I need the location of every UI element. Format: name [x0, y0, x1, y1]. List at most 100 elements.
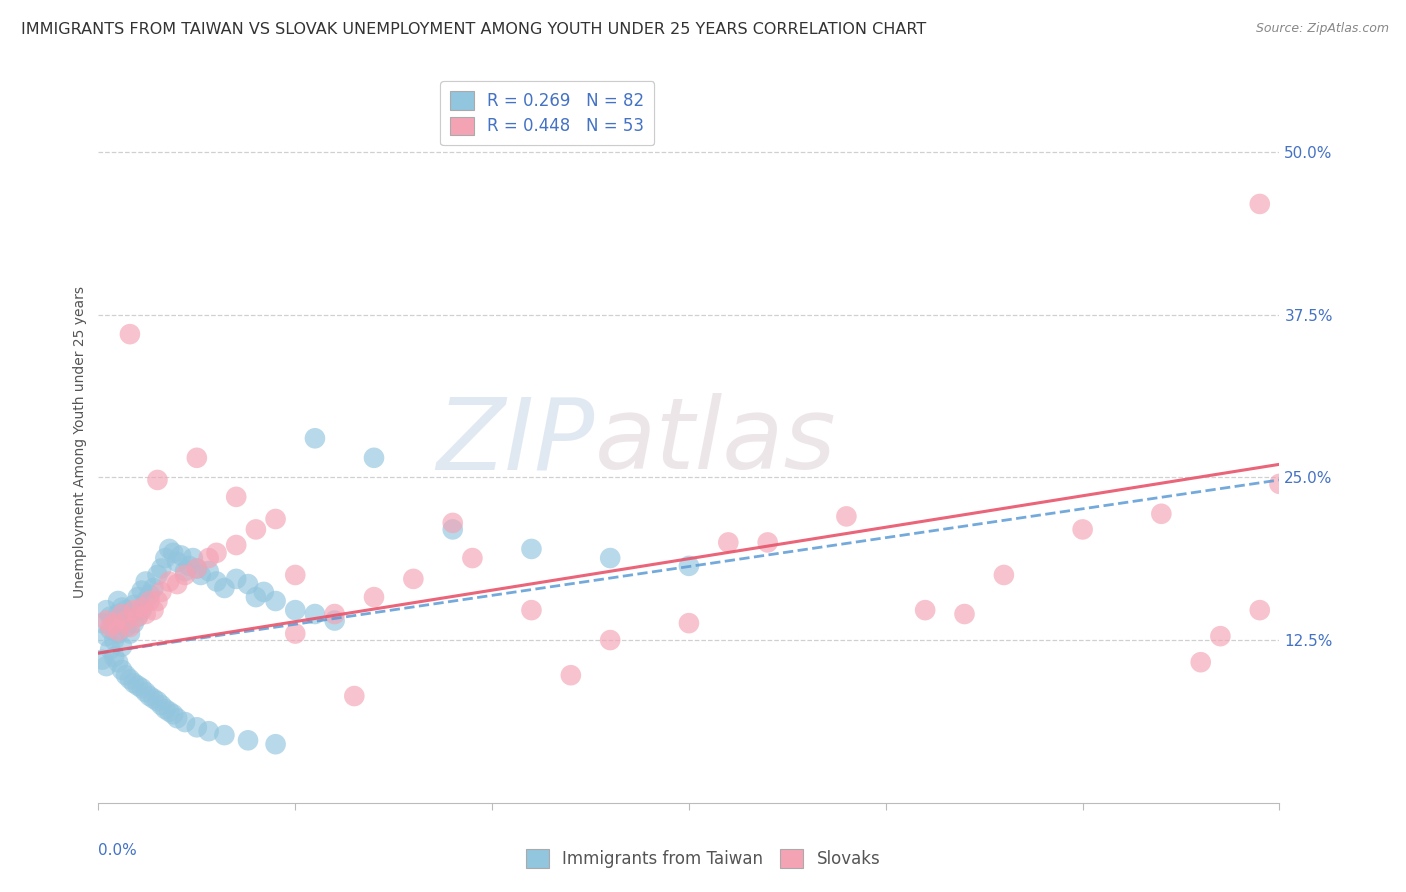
Point: [520, 541, 543, 556]
Point: [142, 581, 165, 595]
Text: IMMIGRANTS FROM TAIWAN VS SLOVAK UNEMPLOYMENT AMONG YOUTH UNDER 25 YEARS CORRELA: IMMIGRANTS FROM TAIWAN VS SLOVAK UNEMPLO…: [21, 22, 927, 37]
Point: [1189, 655, 1212, 669]
Point: [103, 633, 125, 648]
Point: [181, 551, 204, 566]
Point: [135, 607, 157, 621]
Point: [461, 551, 484, 566]
Point: [678, 616, 700, 631]
Point: [197, 724, 219, 739]
Point: [96, 629, 118, 643]
Point: [993, 568, 1015, 582]
Point: [205, 546, 228, 560]
Point: [122, 616, 145, 631]
Point: [135, 594, 157, 608]
Point: [236, 733, 259, 747]
Point: [225, 538, 247, 552]
Point: [343, 689, 366, 703]
Point: [118, 672, 141, 686]
Point: [190, 568, 212, 582]
Point: [111, 600, 134, 615]
Point: [118, 626, 141, 640]
Point: [284, 603, 307, 617]
Point: [131, 603, 153, 617]
Point: [127, 609, 149, 624]
Point: [363, 590, 385, 604]
Point: [127, 609, 149, 624]
Point: [91, 652, 114, 666]
Point: [225, 572, 247, 586]
Point: [142, 603, 165, 617]
Point: [98, 609, 121, 624]
Point: [205, 574, 228, 589]
Point: [111, 663, 134, 677]
Point: [142, 691, 165, 706]
Point: [214, 728, 236, 742]
Point: [599, 551, 621, 566]
Legend: Immigrants from Taiwan, Slovaks: Immigrants from Taiwan, Slovaks: [519, 843, 887, 875]
Point: [131, 583, 153, 598]
Point: [304, 607, 326, 621]
Point: [157, 541, 180, 556]
Point: [131, 600, 153, 615]
Point: [146, 594, 169, 608]
Point: [323, 614, 346, 628]
Point: [835, 509, 858, 524]
Point: [166, 577, 188, 591]
Text: ZIP: ZIP: [436, 393, 595, 490]
Text: Source: ZipAtlas.com: Source: ZipAtlas.com: [1256, 22, 1389, 36]
Point: [111, 640, 134, 654]
Point: [107, 607, 129, 621]
Point: [186, 561, 208, 575]
Point: [186, 720, 208, 734]
Point: [96, 659, 118, 673]
Point: [98, 642, 121, 657]
Point: [103, 616, 125, 631]
Point: [245, 590, 267, 604]
Point: [264, 512, 287, 526]
Point: [441, 523, 464, 537]
Point: [107, 624, 129, 638]
Point: [150, 698, 173, 713]
Point: [122, 603, 145, 617]
Point: [1071, 523, 1094, 537]
Point: [245, 523, 267, 537]
Point: [103, 650, 125, 665]
Point: [135, 574, 157, 589]
Point: [135, 685, 157, 699]
Point: [91, 616, 114, 631]
Point: [96, 614, 118, 628]
Point: [520, 603, 543, 617]
Point: [197, 564, 219, 578]
Point: [111, 607, 134, 621]
Point: [174, 564, 197, 578]
Point: [1150, 507, 1173, 521]
Point: [599, 633, 621, 648]
Point: [363, 450, 385, 465]
Point: [264, 594, 287, 608]
Point: [115, 620, 138, 634]
Point: [118, 607, 141, 621]
Point: [111, 614, 134, 628]
Y-axis label: Unemployment Among Youth under 25 years: Unemployment Among Youth under 25 years: [73, 285, 87, 598]
Point: [166, 711, 188, 725]
Point: [122, 676, 145, 690]
Point: [107, 594, 129, 608]
Point: [162, 707, 184, 722]
Point: [107, 626, 129, 640]
Point: [284, 568, 307, 582]
Point: [170, 549, 193, 563]
Point: [560, 668, 582, 682]
Point: [914, 603, 936, 617]
Point: [146, 694, 169, 708]
Point: [118, 327, 141, 342]
Point: [131, 681, 153, 696]
Point: [155, 702, 177, 716]
Point: [441, 516, 464, 530]
Point: [197, 551, 219, 566]
Point: [98, 623, 121, 637]
Point: [166, 555, 188, 569]
Point: [284, 626, 307, 640]
Point: [1268, 476, 1291, 491]
Point: [146, 473, 169, 487]
Point: [155, 551, 177, 566]
